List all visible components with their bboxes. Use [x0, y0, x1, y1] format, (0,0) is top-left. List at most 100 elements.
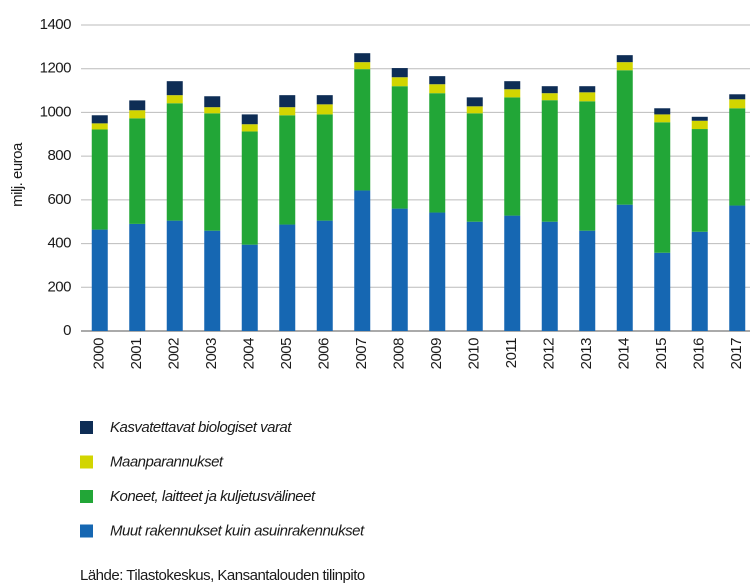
legend-label: Kasvatettavat biologiset varat: [110, 419, 292, 436]
y-tick-label: 1000: [40, 103, 72, 120]
x-tick-label: 2003: [203, 338, 220, 370]
bar-segment: [429, 212, 446, 331]
bar-segment: [466, 97, 483, 107]
y-tick-label: 0: [63, 322, 71, 339]
bar-segment: [241, 244, 258, 331]
x-tick-label: 2017: [728, 338, 745, 370]
legend-label: Maanparannukset: [110, 453, 224, 470]
bar-segment: [391, 208, 408, 331]
bar-segment: [691, 129, 708, 232]
bar-segment: [616, 70, 633, 205]
legend-swatch: [80, 455, 93, 469]
bar-segment: [91, 115, 108, 124]
bar-segment: [654, 122, 671, 253]
x-tick-label: 2008: [391, 338, 408, 370]
bar-segment: [466, 221, 483, 331]
y-tick-label: 1400: [40, 16, 72, 33]
bar-segment: [654, 114, 671, 123]
bar-segment: [616, 204, 633, 331]
x-tick-label: 2011: [503, 338, 520, 368]
bar-segment: [241, 131, 258, 245]
bar-segment: [166, 81, 183, 96]
y-tick-label: 800: [47, 147, 71, 164]
bar-segment: [391, 77, 408, 87]
y-tick-label: 600: [47, 191, 71, 208]
bar-segment: [654, 252, 671, 331]
x-tick-label: 2004: [241, 338, 258, 370]
bar-segment: [541, 86, 558, 94]
bar-segment: [279, 224, 296, 331]
x-tick-label: 2009: [428, 338, 445, 370]
bar-segment: [91, 229, 108, 331]
bar-segment: [204, 113, 221, 231]
bar-segment: [729, 205, 746, 331]
bar-segment: [616, 55, 633, 63]
bar-segment: [691, 120, 708, 130]
bar-segment: [91, 123, 108, 130]
bar-segment: [354, 190, 371, 331]
x-tick-label: 2014: [616, 338, 633, 370]
bar-segment: [541, 93, 558, 101]
y-axis-label: milj. euroa: [9, 142, 26, 207]
bar-segment: [241, 124, 258, 132]
bar-segment: [166, 103, 183, 221]
bar-segment: [241, 114, 258, 125]
bar-segment: [504, 81, 521, 90]
bar-segment: [504, 89, 521, 98]
bar-segment: [204, 96, 221, 108]
x-tick-label: 2006: [316, 338, 333, 370]
bar-segment: [129, 100, 146, 111]
bar-segment: [391, 86, 408, 209]
legend-label: Muut rakennukset kuin asuinrakennukset: [110, 522, 365, 539]
bar-segment: [279, 95, 296, 108]
bar-segment: [391, 68, 408, 78]
x-tick-label: 2001: [128, 338, 145, 370]
bar-segment: [541, 221, 558, 331]
bar-segment: [579, 101, 596, 231]
x-tick-label: 2015: [653, 338, 670, 370]
bar-segment: [279, 115, 296, 225]
bar-segment: [466, 113, 483, 222]
bar-segment: [579, 230, 596, 331]
bar-segment: [316, 220, 333, 331]
x-tick-label: 2007: [353, 338, 370, 370]
bar-segment: [504, 215, 521, 331]
bar-segment: [466, 106, 483, 114]
x-tick-label: 2013: [578, 338, 595, 370]
bar-segment: [166, 95, 183, 104]
bar-segment: [729, 94, 746, 100]
legend-swatch: [80, 524, 93, 538]
bar-segment: [579, 92, 596, 102]
bar-segment: [316, 95, 333, 105]
y-tick-label: 1200: [40, 60, 72, 77]
bar-segment: [129, 110, 146, 119]
bar-segment: [91, 129, 108, 230]
legend-swatch: [80, 490, 93, 503]
bar-segment: [429, 84, 446, 94]
bar-segment: [354, 62, 371, 70]
bar-segment: [316, 114, 333, 221]
bar-segment: [354, 53, 371, 63]
x-tick-label: 2010: [466, 338, 483, 370]
bar-segment: [429, 93, 446, 213]
bar-segment: [654, 108, 671, 115]
bar-segment: [504, 97, 521, 216]
bar-segment: [616, 62, 633, 71]
source: Lähde: Tilastokeskus, Kansantalouden til…: [80, 567, 365, 584]
bar-segment: [129, 223, 146, 331]
bar-segment: [204, 230, 221, 331]
x-tick-label: 2002: [166, 338, 183, 370]
legend-swatch: [80, 421, 93, 434]
x-tick-label: 2012: [541, 338, 558, 370]
y-tick-label: 200: [47, 278, 71, 295]
y-tick-label: 400: [47, 235, 71, 252]
bar-segment: [204, 107, 221, 114]
x-tick-label: 2016: [691, 338, 708, 370]
bar-segment: [354, 69, 371, 191]
bar-segment: [129, 118, 146, 224]
legend-label: Koneet, laitteet ja kuljetusvälineet: [110, 488, 316, 505]
bar-segment: [429, 76, 446, 85]
bar-segment: [691, 116, 708, 121]
bar-segment: [691, 231, 708, 331]
